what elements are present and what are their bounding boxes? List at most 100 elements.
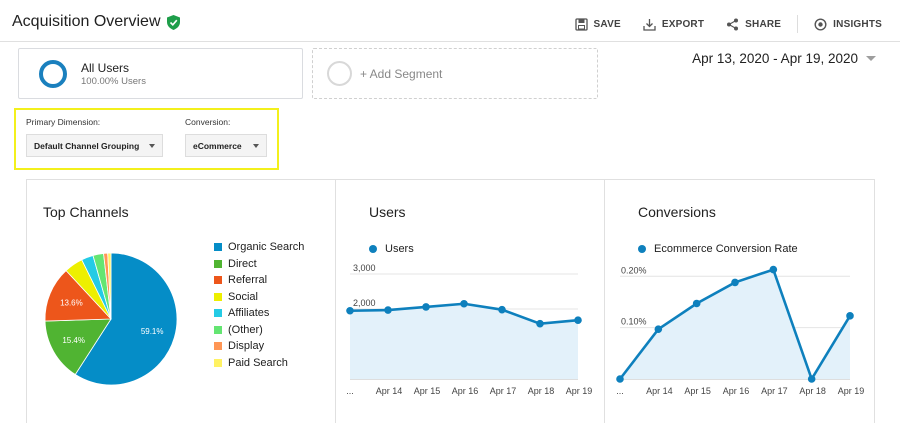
chevron-down-icon <box>253 144 259 148</box>
data-point[interactable] <box>616 375 624 383</box>
series-area <box>350 303 578 379</box>
legend-item-paid-search[interactable]: Paid Search <box>214 355 304 372</box>
top-channels-pie-chart: 59.1% 15.4% 13.6% <box>44 252 178 386</box>
export-icon <box>643 18 656 31</box>
top-channels-title: Top Channels <box>43 204 129 220</box>
x-tick-label: Apr 15 <box>414 386 441 396</box>
page-header: Acquisition Overview SAVE EXPORT SHARE I… <box>0 0 900 42</box>
legend-item-social[interactable]: Social <box>214 289 304 306</box>
data-point[interactable] <box>536 319 544 328</box>
data-point[interactable] <box>574 316 582 324</box>
panel-divider <box>335 180 336 423</box>
data-point[interactable] <box>807 375 816 383</box>
primary-dimension-value: Default Channel Grouping <box>34 140 140 151</box>
y-tick-label: 2,000 <box>353 298 376 308</box>
insights-icon <box>814 17 827 31</box>
insights-button[interactable]: INSIGHTS <box>814 17 882 31</box>
dimension-controls: Primary Dimension: Default Channel Group… <box>14 108 279 170</box>
segment-name: All Users <box>81 60 130 75</box>
data-point[interactable] <box>422 303 430 311</box>
overview-panels <box>26 179 875 423</box>
header-divider <box>797 15 799 33</box>
primary-dimension-select[interactable]: Default Channel Grouping <box>26 134 163 157</box>
chevron-down-icon <box>866 56 876 61</box>
legend-swatch <box>214 325 222 334</box>
conversions-line-chart: 0.20% 0.10%... Apr 14 Apr 15 Apr 16 Apr 17 Apr… <box>616 265 864 396</box>
x-tick-label: Apr 14 <box>376 386 403 396</box>
x-tick-label: Apr 17 <box>761 386 788 396</box>
legend-label: Paid Search <box>228 356 288 369</box>
x-tick-label: Apr 16 <box>452 386 479 396</box>
data-point[interactable] <box>654 325 663 333</box>
data-point[interactable] <box>769 265 778 274</box>
legend-item-display[interactable]: Display <box>214 338 304 355</box>
legend-swatch <box>214 358 222 367</box>
share-icon <box>727 18 739 30</box>
conversions-legend-label: Ecommerce Conversion Rate <box>654 243 798 255</box>
insights-label: INSIGHTS <box>833 18 882 30</box>
pie-slice-direct[interactable] <box>44 318 112 376</box>
legend-label: Social <box>228 290 258 303</box>
pie-slice-organic-search[interactable] <box>74 252 178 386</box>
x-tick-label: Apr 15 <box>684 386 711 396</box>
segment-all-users[interactable]: All Users 100.00% Users <box>18 48 303 99</box>
y-tick-label: 0.10% <box>621 317 647 327</box>
save-button[interactable]: SAVE <box>574 17 621 31</box>
top-channels-legend: Organic Search Direct Referral Social Affili… <box>214 239 304 371</box>
empty-segment-ring <box>327 61 352 86</box>
x-tick-label: ... <box>346 386 354 396</box>
pie-slice-paid-search[interactable] <box>107 252 112 320</box>
users-legend-label: Users <box>385 243 414 255</box>
x-tick-label: ... <box>616 386 624 396</box>
data-point[interactable] <box>346 306 354 315</box>
data-point[interactable] <box>460 299 468 308</box>
save-icon <box>574 17 588 31</box>
share-button[interactable]: SHARE <box>726 18 781 31</box>
x-tick-label: Apr 14 <box>646 386 673 396</box>
pie-slice-referral[interactable] <box>44 270 112 322</box>
conversions-title: Conversions <box>638 204 716 220</box>
add-segment-button[interactable]: + Add Segment <box>312 48 598 99</box>
add-segment-label: + Add Segment <box>360 66 443 81</box>
conversion-value: eCommerce <box>193 140 242 151</box>
page-title: Acquisition Overview <box>12 13 180 31</box>
legend-swatch <box>214 276 222 285</box>
legend-swatch <box>214 309 222 318</box>
date-range-picker[interactable]: Apr 13, 2020 - Apr 19, 2020 <box>692 51 876 66</box>
verified-shield-icon <box>166 14 180 30</box>
header-actions: SAVE EXPORT SHARE INSIGHTS <box>553 15 882 33</box>
legend-label: Display <box>228 340 265 353</box>
legend-item-affiliates[interactable]: Affiliates <box>214 305 304 322</box>
legend-label: Referral <box>228 274 268 287</box>
series-area <box>620 269 850 379</box>
data-point[interactable] <box>384 306 392 314</box>
users-legend: Users <box>369 243 414 255</box>
legend-label: Affiliates <box>228 307 270 320</box>
legend-label: Direct <box>228 257 257 270</box>
data-point[interactable] <box>731 278 739 287</box>
y-tick-label: 0.20% <box>621 265 647 275</box>
legend-item-organic-search[interactable]: Organic Search <box>214 239 304 256</box>
legend-swatch <box>214 243 222 252</box>
legend-item-direct[interactable]: Direct <box>214 256 304 273</box>
export-button[interactable]: EXPORT <box>643 18 704 31</box>
data-point[interactable] <box>846 312 854 320</box>
legend-item-other[interactable]: (Other) <box>214 322 304 339</box>
x-tick-label: Apr 18 <box>528 386 555 396</box>
users-legend-dot <box>369 245 377 253</box>
data-point[interactable] <box>692 299 701 308</box>
legend-label: Organic Search <box>228 241 305 254</box>
segment-color-ring <box>39 59 67 88</box>
conversions-legend-dot <box>638 245 646 253</box>
pie-slice-label: 15.4% <box>62 336 85 345</box>
legend-swatch <box>214 292 222 301</box>
panel-divider <box>604 180 605 423</box>
data-point[interactable] <box>498 305 506 314</box>
conversion-select[interactable]: eCommerce <box>185 134 267 157</box>
legend-swatch <box>214 259 222 268</box>
legend-item-referral[interactable]: Referral <box>214 272 304 289</box>
conversions-legend: Ecommerce Conversion Rate <box>638 243 798 255</box>
segment-percentage: 100.00% Users <box>81 75 146 87</box>
legend-swatch <box>214 342 222 351</box>
chevron-down-icon <box>149 144 155 148</box>
